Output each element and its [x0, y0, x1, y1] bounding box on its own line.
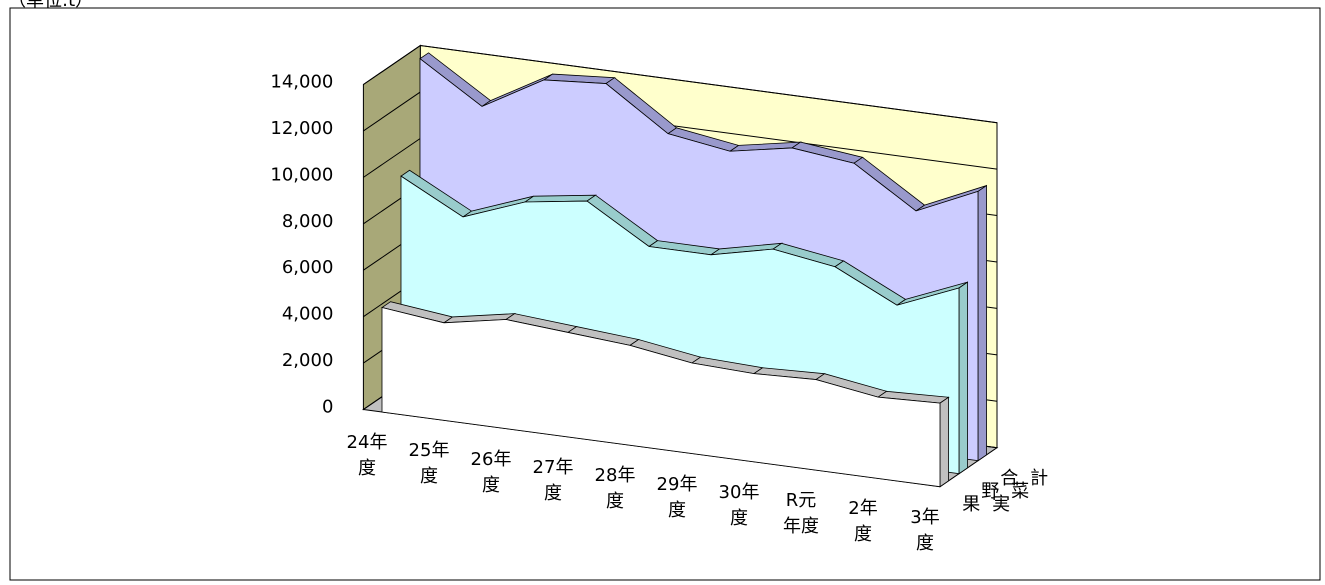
grid-line	[363, 44, 998, 124]
x-tick-label: 24年度	[346, 432, 388, 479]
x-tick-label: 29年度	[656, 473, 698, 521]
x-tick-label: 3年度	[910, 506, 940, 554]
chart-border	[9, 7, 1321, 581]
y-tick-label: 12,000	[270, 118, 333, 139]
unit-note: （単位:t）	[8, 0, 94, 11]
y-tick-label: 4,000	[282, 304, 334, 325]
y-tick-label: 0	[322, 397, 333, 418]
y-tick-label: 8,000	[282, 211, 334, 232]
area-side	[977, 184, 987, 462]
x-tick-label: 2年度	[848, 498, 878, 546]
x-tick-label: 30年度	[718, 481, 760, 529]
x-tick-label: 26年度	[470, 448, 512, 496]
y-tick-label: 2,000	[282, 350, 334, 371]
area	[381, 307, 941, 488]
x-tick-label: R元年度	[783, 490, 819, 538]
series-label: 果実	[962, 494, 1022, 515]
area-side	[939, 396, 949, 488]
y-tick-label: 10,000	[270, 164, 333, 185]
series-label: 野菜	[981, 481, 1041, 502]
x-tick-label: 28年度	[594, 465, 636, 513]
series-label: 合計	[1000, 468, 1060, 489]
x-tick-label: 27年度	[532, 456, 574, 504]
y-tick-label: 14,000	[270, 72, 333, 93]
area-side	[958, 281, 968, 475]
x-tick-label: 25年度	[408, 440, 450, 488]
y-tick-label: 6,000	[282, 257, 334, 278]
